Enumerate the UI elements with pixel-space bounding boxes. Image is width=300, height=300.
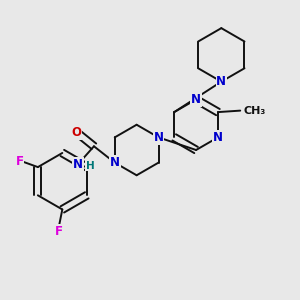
Text: O: O bbox=[71, 126, 81, 139]
Text: H: H bbox=[86, 161, 94, 171]
Text: N: N bbox=[216, 75, 226, 88]
Text: N: N bbox=[73, 158, 83, 171]
Text: N: N bbox=[191, 93, 201, 106]
Text: F: F bbox=[55, 225, 63, 238]
Text: CH₃: CH₃ bbox=[244, 106, 266, 116]
Text: F: F bbox=[15, 154, 23, 168]
Text: N: N bbox=[154, 131, 164, 144]
Text: N: N bbox=[213, 131, 223, 144]
Text: N: N bbox=[110, 156, 120, 169]
